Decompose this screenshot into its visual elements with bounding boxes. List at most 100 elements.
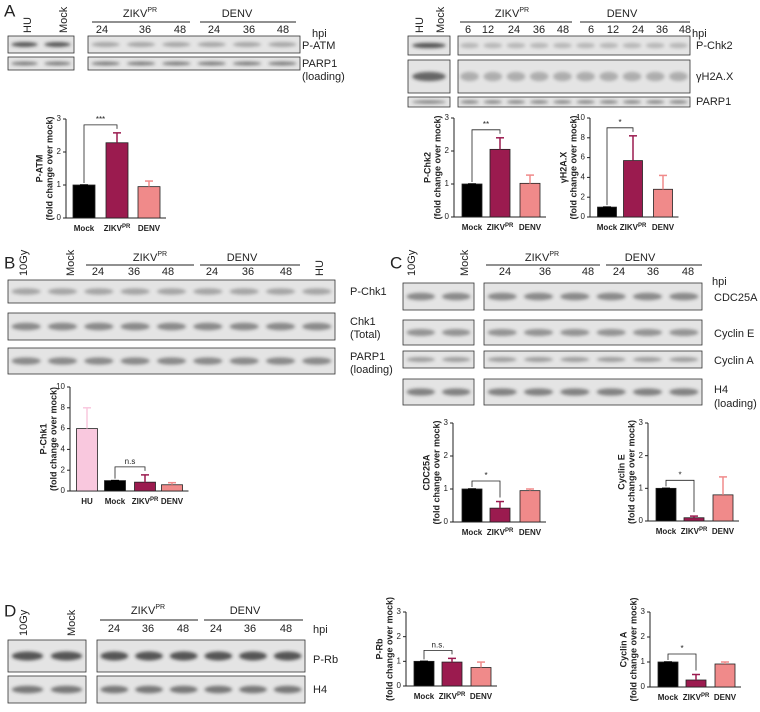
blot-band bbox=[460, 100, 479, 104]
blot bbox=[7, 56, 75, 71]
lane-label: Mock bbox=[65, 249, 77, 276]
blot-band bbox=[412, 42, 446, 49]
significance-bracket bbox=[667, 653, 697, 671]
time-label: 24 bbox=[508, 24, 520, 36]
blot-band bbox=[193, 322, 223, 331]
group-label: DENV bbox=[230, 605, 261, 617]
blot-band bbox=[599, 71, 619, 82]
blot-band bbox=[406, 388, 435, 396]
significance-label: * bbox=[484, 471, 487, 480]
blot-band bbox=[50, 685, 83, 694]
x-tick-label: DENV bbox=[714, 693, 737, 702]
category-sup: PR bbox=[505, 223, 514, 229]
bar bbox=[441, 661, 463, 687]
x-tick-label: Mock bbox=[462, 223, 483, 232]
bar bbox=[461, 488, 483, 523]
y-axis-label: P-Rb bbox=[374, 638, 384, 659]
y-axis-label: (fold change over mock) bbox=[44, 116, 54, 220]
y-tick-label: 2 bbox=[57, 147, 62, 156]
significance-bracket bbox=[471, 480, 501, 498]
row-label: CDC25A bbox=[714, 292, 758, 304]
blot-band bbox=[553, 71, 572, 82]
blot-band bbox=[91, 42, 120, 47]
bar bbox=[685, 679, 707, 688]
panel-letter: B bbox=[4, 253, 15, 272]
bar bbox=[76, 428, 98, 492]
blot-band bbox=[483, 71, 503, 82]
category: ZIKV bbox=[439, 692, 458, 701]
y-tick-label: 3 bbox=[639, 418, 644, 427]
x-tick-label: DENV bbox=[519, 223, 542, 232]
blot-band bbox=[442, 388, 471, 396]
significance-bracket bbox=[114, 466, 146, 479]
y-axis-label: P-Chk1 bbox=[38, 423, 48, 454]
blot-band bbox=[135, 685, 163, 694]
y-tick-label: 2 bbox=[445, 146, 450, 155]
x-tick-label: ZIKVPR bbox=[487, 528, 514, 538]
blot-band bbox=[596, 329, 626, 336]
blot-band bbox=[169, 685, 198, 694]
blot-band bbox=[560, 329, 590, 336]
bar bbox=[413, 660, 435, 687]
lane-label: 10Gy bbox=[406, 249, 418, 276]
blot-band bbox=[239, 685, 267, 694]
blot-band bbox=[232, 61, 262, 66]
blot-band bbox=[135, 651, 163, 661]
time-label: 12 bbox=[607, 24, 619, 36]
blot-band bbox=[44, 42, 71, 47]
blot-band bbox=[560, 388, 590, 396]
category: DENV bbox=[652, 223, 675, 232]
category: ZIKV bbox=[132, 497, 151, 506]
x-tick-label: ZIKVPR bbox=[620, 223, 647, 233]
blot-band bbox=[412, 71, 446, 82]
y-tick-label: 1 bbox=[57, 180, 62, 189]
blot-band bbox=[632, 388, 663, 396]
blot-band bbox=[576, 100, 595, 104]
blot-band bbox=[560, 292, 590, 301]
time-label: 48 bbox=[177, 623, 189, 635]
blot-band bbox=[302, 322, 332, 331]
blot-band bbox=[11, 651, 44, 661]
x-tick-label: Mock bbox=[414, 692, 435, 701]
row-label: P-ATM bbox=[302, 40, 335, 52]
lane-label: Mock bbox=[459, 249, 471, 276]
blot-band bbox=[268, 61, 297, 66]
time-label: 36 bbox=[243, 24, 255, 36]
blot-band bbox=[156, 322, 187, 331]
blot-band bbox=[460, 42, 479, 49]
blot-band bbox=[11, 685, 44, 694]
time-label: 6 bbox=[588, 24, 594, 36]
y-tick-label: 2 bbox=[639, 451, 644, 460]
blot bbox=[7, 35, 75, 54]
time-label: 48 bbox=[174, 24, 186, 36]
y-tick-label: 0 bbox=[397, 681, 402, 690]
y-axis-label: (fold change over mock) bbox=[432, 115, 442, 219]
category-sup: PR bbox=[638, 223, 647, 229]
y-tick-label: 3 bbox=[397, 607, 402, 616]
row-label: γH2A.X bbox=[696, 71, 734, 83]
category: ZIKV bbox=[620, 223, 639, 232]
blot-band bbox=[669, 357, 699, 362]
time-label: 36 bbox=[242, 266, 254, 278]
y-tick-label: 3 bbox=[444, 418, 449, 427]
category: DENV bbox=[714, 693, 737, 702]
time-label: 36 bbox=[539, 266, 551, 278]
blot bbox=[402, 350, 475, 369]
blot-band bbox=[204, 651, 233, 661]
category: ZIKV bbox=[681, 527, 700, 536]
group-label: ZIKVPR bbox=[131, 604, 165, 617]
y-tick-label: 1 bbox=[397, 656, 402, 665]
x-tick-label: ZIKVPR bbox=[132, 497, 159, 507]
y-axis-label: (fold change over mock) bbox=[384, 597, 394, 701]
blot-band bbox=[483, 42, 503, 49]
blot-band bbox=[632, 357, 663, 362]
blot-band bbox=[599, 100, 619, 104]
x-tick-label: ZIKVPR bbox=[104, 224, 131, 234]
category: Mock bbox=[462, 528, 483, 537]
bar bbox=[489, 148, 511, 218]
unit-label: hpi bbox=[692, 28, 707, 40]
blot-band bbox=[529, 100, 549, 104]
panel-letter: A bbox=[4, 1, 16, 20]
bar bbox=[655, 487, 677, 522]
blot-band bbox=[553, 42, 572, 49]
